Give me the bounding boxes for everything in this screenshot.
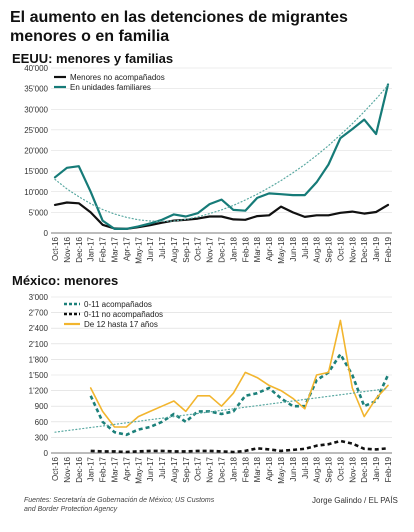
legend-label: 0-11 acompañados — [84, 300, 152, 309]
x-tick-label: Nov-17 — [206, 236, 215, 262]
x-tick-label: Feb-17 — [99, 456, 108, 482]
source-note: Fuentes: Secretaría de Gobernación de Mé… — [24, 497, 215, 513]
series-line — [90, 439, 389, 454]
x-tick-label: Jan-18 — [229, 236, 238, 261]
y-tick-label: 600 — [35, 418, 49, 427]
x-tick-label: Feb-19 — [384, 236, 393, 262]
x-tick-label: Nov-17 — [206, 456, 215, 482]
x-tick-label: Apr-17 — [122, 456, 131, 481]
x-tick-label: Jan-17 — [87, 236, 96, 261]
x-tick-label: Jul-18 — [301, 456, 310, 478]
x-tick-label: Apr-17 — [122, 236, 131, 261]
x-tick-label: Aug-18 — [313, 236, 322, 262]
x-tick-label: Oct-18 — [336, 456, 345, 481]
x-tick-label: Jan-19 — [372, 236, 381, 261]
x-tick-label: Jan-18 — [229, 456, 238, 481]
y-tick-label: 15'000 — [24, 167, 48, 176]
x-tick-label: Oct-18 — [336, 236, 345, 261]
us-chart: 0 5'000 10'000 15'000 20'000 25'000 30'000 35'0… — [24, 64, 393, 264]
trend-line — [54, 84, 389, 222]
y-tick-label: 2'700 — [29, 309, 49, 318]
y-tick-label: 2'400 — [29, 324, 49, 333]
x-tick-label: Jun-18 — [289, 456, 298, 481]
y-tick-label: 0 — [44, 229, 49, 238]
y-tick-label: 3'000 — [29, 293, 49, 302]
chart-1-title: EEUU: menores y familias — [12, 51, 174, 66]
y-tick-label: 1'500 — [29, 371, 49, 380]
x-tick-label: Mar-18 — [253, 456, 262, 482]
x-tick-label: Feb-19 — [384, 456, 393, 482]
y-tick-label: 5'000 — [29, 208, 49, 217]
x-tick-label: Dec-16 — [75, 456, 84, 482]
y-tick-label: 25'000 — [24, 126, 48, 135]
y-tick-label: 35'000 — [24, 85, 48, 94]
y-tick-label: 900 — [35, 402, 49, 411]
x-tick-label: May-18 — [277, 456, 286, 483]
x-tick-label: Mar-18 — [253, 236, 262, 262]
x-tick-label: Nov-16 — [63, 456, 72, 482]
chart-2-title: México: menores — [12, 273, 119, 288]
y-tick-label: 300 — [35, 433, 49, 442]
x-tick-label: Dec-18 — [360, 456, 369, 482]
x-tick-label: Sep-18 — [325, 456, 334, 482]
series-line — [53, 83, 390, 230]
x-tick-label: Apr-18 — [265, 236, 274, 261]
x-tick-label: Sep-17 — [182, 456, 191, 482]
legend-label: 0-11 no acompañados — [84, 310, 163, 319]
x-tick-label: Aug-17 — [170, 456, 179, 482]
legend-label: De 12 hasta 17 años — [84, 320, 158, 329]
x-tick-label: Dec-16 — [75, 236, 84, 262]
x-tick-label: Oct-17 — [194, 456, 203, 481]
x-tick-label: Sep-17 — [182, 236, 191, 262]
x-tick-label: Nov-16 — [63, 236, 72, 262]
x-tick-label: Jan-17 — [87, 456, 96, 481]
x-tick-label: Jan-19 — [372, 456, 381, 481]
x-tick-label: Feb-18 — [241, 236, 250, 262]
x-tick-label: Aug-18 — [313, 456, 322, 482]
y-tick-label: 30'000 — [24, 105, 48, 114]
y-tick-label: 0 — [44, 449, 49, 458]
y-tick-label: 1'800 — [29, 355, 49, 364]
x-tick-label: Feb-18 — [241, 456, 250, 482]
trend-line — [54, 387, 389, 433]
x-tick-label: Dec-18 — [360, 236, 369, 262]
x-tick-label: Aug-17 — [170, 236, 179, 262]
y-tick-label: 40'000 — [24, 64, 48, 73]
x-tick-label: Jun-17 — [146, 236, 155, 261]
x-tick-label: Oct-16 — [51, 236, 60, 261]
x-tick-label: Jun-17 — [146, 456, 155, 481]
x-tick-label: Jun-18 — [289, 236, 298, 261]
x-tick-label: Mar-17 — [110, 236, 119, 262]
x-tick-label: Dec-17 — [218, 456, 227, 482]
series-line — [89, 319, 389, 428]
x-tick-label: May-17 — [134, 456, 143, 483]
y-tick-label: 1'200 — [29, 387, 49, 396]
legend-label: En unidades familiares — [70, 83, 151, 92]
x-tick-label: Jul-18 — [301, 236, 310, 258]
x-tick-label: Jul-17 — [158, 236, 167, 258]
x-tick-label: May-18 — [277, 236, 286, 263]
x-tick-label: Dec-17 — [218, 236, 227, 262]
y-tick-label: 20'000 — [24, 147, 48, 156]
x-tick-label: Nov-18 — [348, 456, 357, 482]
x-tick-label: Feb-17 — [99, 236, 108, 262]
x-tick-label: May-17 — [134, 236, 143, 263]
chart-title: El aumento en las detenciones de migrant… — [10, 9, 348, 45]
series-line — [89, 352, 390, 437]
x-tick-label: Sep-18 — [325, 236, 334, 262]
legend-label: Menores no acompañados — [70, 73, 165, 82]
x-tick-label: Jul-17 — [158, 456, 167, 478]
x-tick-label: Oct-17 — [194, 236, 203, 261]
credit: Jorge Galindo / EL PAÍS — [312, 496, 398, 505]
y-tick-label: 10'000 — [24, 188, 48, 197]
x-tick-label: Mar-17 — [110, 456, 119, 482]
x-tick-label: Oct-16 — [51, 456, 60, 481]
x-tick-label: Nov-18 — [348, 236, 357, 262]
y-tick-label: 2'100 — [29, 340, 49, 349]
x-tick-label: Apr-18 — [265, 456, 274, 481]
